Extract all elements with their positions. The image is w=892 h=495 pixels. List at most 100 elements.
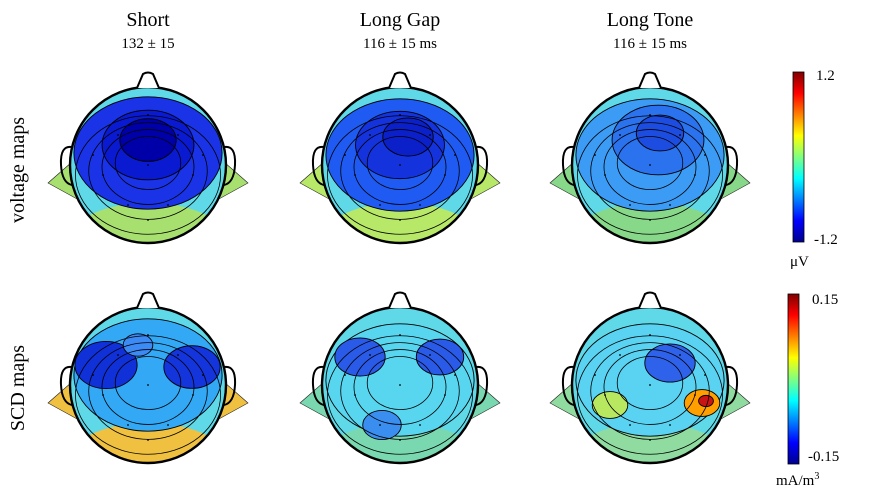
scd-long-tone-contour-line-2	[603, 349, 697, 425]
voltage-long-gap-head-map	[299, 71, 501, 245]
scd-long-gap-electrode	[419, 424, 421, 426]
scd-long-gap-right-ear	[475, 365, 489, 406]
voltage-short-electrode	[147, 219, 149, 221]
scd-long-gap-contour-region-3	[362, 409, 402, 441]
scd-short-nose	[136, 291, 160, 309]
voltage-long-tone-nose	[638, 71, 662, 89]
scd-long-gap-head-map	[299, 291, 501, 465]
scd-short-electrode	[202, 374, 204, 376]
scd-short-electrode	[147, 439, 149, 441]
scd-colorbar-gradient	[787, 293, 800, 465]
scd-long-tone-contour-region-4	[698, 394, 714, 408]
scd-short-electrode	[147, 334, 149, 336]
voltage-long-gap-nose	[388, 71, 412, 89]
voltage-short-electrode	[177, 134, 179, 136]
scd-colorbar-max-label: 0.15	[812, 292, 838, 308]
scd-long-tone-electrode	[594, 374, 596, 376]
scd-long-gap-left-ear	[311, 365, 325, 406]
scd-long-tone-electrode	[629, 424, 631, 426]
voltage-short-contour-line-1	[114, 136, 182, 190]
scd-long-gap-electrode	[379, 424, 381, 426]
voltage-long-tone-electrode	[649, 114, 651, 116]
voltage-long-gap-electrode	[429, 134, 431, 136]
voltage-long-gap-electrode	[354, 174, 356, 176]
voltage-short-electrode	[202, 154, 204, 156]
voltage-long-tone-electrode	[629, 204, 631, 206]
scd-short-head-map	[47, 291, 249, 465]
scd-colorbar-unit-superscript: 3	[814, 471, 819, 482]
scd-long-tone-electrode	[679, 354, 681, 356]
voltage-long-gap-electrode	[369, 134, 371, 136]
voltage-long-tone-electrode	[594, 154, 596, 156]
voltage-colorbar: 1.2 -1.2 μV	[790, 68, 838, 270]
voltage-long-gap-electrode	[419, 204, 421, 206]
voltage-long-tone-electrode	[649, 219, 651, 221]
voltage-long-tone-posterior-band	[575, 203, 725, 243]
voltage-long-gap-right-ear	[475, 145, 489, 186]
voltage-long-gap-electrode	[399, 114, 401, 116]
column-title-long-tone: Long Tone	[607, 9, 694, 31]
voltage-long-gap-electrode	[454, 154, 456, 156]
scd-long-gap-contour-line-1	[366, 356, 434, 410]
voltage-short-contour-region-2	[119, 118, 177, 162]
voltage-long-tone-head-map	[549, 71, 751, 245]
voltage-long-tone-electrode	[679, 134, 681, 136]
voltage-long-gap-electrode	[444, 174, 446, 176]
voltage-long-tone-contour-line-1	[616, 136, 684, 190]
voltage-colorbar-max-label: 1.2	[816, 68, 835, 84]
scd-short-contour-region-2	[163, 345, 221, 389]
row-label-scd-maps: SCD maps	[7, 345, 29, 431]
scd-long-tone-electrode	[649, 334, 651, 336]
voltage-long-gap-contour-line-1	[366, 136, 434, 190]
scd-long-gap-electrode	[429, 354, 431, 356]
row-label-voltage-maps: voltage maps	[7, 117, 29, 223]
scd-short-contour-line-2	[101, 349, 195, 425]
voltage-short-electrode	[102, 174, 104, 176]
voltage-short-electrode	[92, 154, 94, 156]
scd-long-tone-head-map	[549, 291, 751, 465]
scd-long-tone-contour-region-2	[591, 391, 629, 419]
scd-colorbar-unit-base: mA/m	[776, 473, 815, 489]
scd-short-electrode	[127, 424, 129, 426]
scd-long-tone-contour-line-1	[616, 356, 684, 410]
column-subtitle-long-tone: 116 ± 15 ms	[613, 36, 687, 52]
voltage-long-tone-left-ear	[561, 145, 575, 186]
voltage-short-right-ear	[223, 145, 237, 186]
scd-long-tone-right-ear	[725, 365, 739, 406]
scd-long-gap-electrode	[344, 374, 346, 376]
voltage-short-electrode	[117, 134, 119, 136]
scd-short-electrode	[177, 354, 179, 356]
scd-long-gap-contour-region-1	[334, 337, 386, 377]
scd-long-tone-electrode	[649, 439, 651, 441]
voltage-long-tone-contour-region-2	[635, 114, 685, 152]
voltage-short-electrode	[167, 204, 169, 206]
voltage-colorbar-gradient	[792, 71, 805, 243]
voltage-short-electrode	[147, 114, 149, 116]
voltage-short-contour-line-2	[101, 129, 195, 205]
scd-long-tone-electrode	[604, 394, 606, 396]
scd-long-gap-electrode	[399, 334, 401, 336]
scd-long-tone-electrode	[619, 354, 621, 356]
scd-short-contour-region-1	[74, 340, 138, 390]
voltage-long-tone-electrode	[669, 204, 671, 206]
head-maps	[47, 71, 751, 465]
scd-short-right-ear	[223, 365, 237, 406]
scd-short-electrode	[147, 384, 149, 386]
voltage-long-tone-electrode	[604, 174, 606, 176]
voltage-short-electrode	[127, 204, 129, 206]
scd-short-left-ear	[59, 365, 73, 406]
scd-colorbar: 0.15 -0.15 mA/m3	[776, 292, 839, 489]
voltage-short-left-ear	[59, 145, 73, 186]
scd-long-gap-electrode	[399, 439, 401, 441]
scd-long-gap-contour-region-2	[415, 338, 465, 376]
scd-long-tone-electrode	[649, 384, 651, 386]
scd-long-tone-contour-region-0	[575, 323, 725, 437]
scd-long-gap-contour-line-2	[353, 349, 447, 425]
voltage-long-tone-electrode	[694, 174, 696, 176]
voltage-long-tone-right-ear	[725, 145, 739, 186]
voltage-long-gap-electrode	[379, 204, 381, 206]
voltage-long-gap-posterior-band	[325, 203, 475, 243]
voltage-short-electrode	[147, 164, 149, 166]
scd-long-gap-electrode	[354, 394, 356, 396]
